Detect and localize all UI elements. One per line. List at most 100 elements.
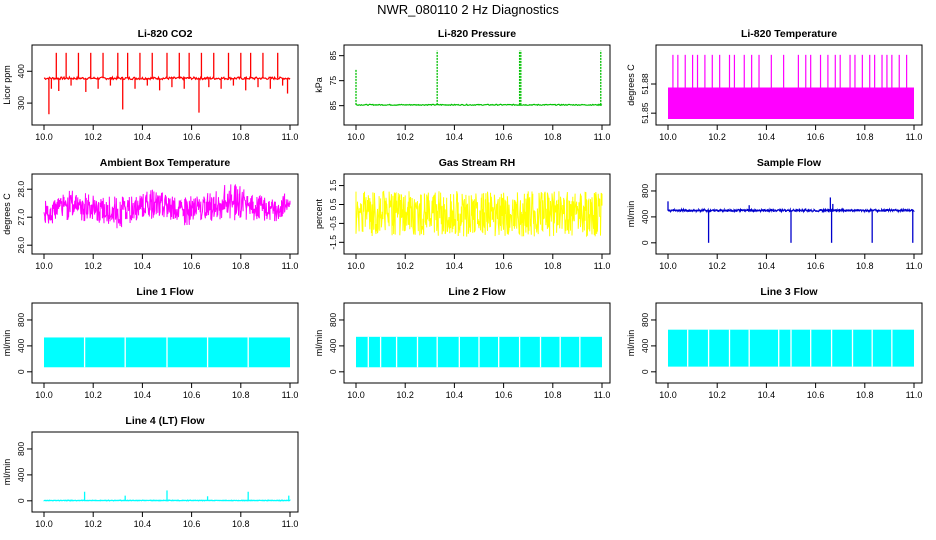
chart-panel: Line 3 Flow ml/min 10.0 10.2 10.4 10.6 10.8 11.… xyxy=(626,286,923,400)
y-tick-label: 400 xyxy=(16,468,26,482)
plot-frame xyxy=(31,431,299,513)
chart-panel: Sample Flow ml/min 10.0 10.2 10.4 10.6 10.8 11.… xyxy=(626,157,923,271)
x-tick-label: 11.0 xyxy=(282,261,299,271)
y-tick-label: 28.0 xyxy=(16,181,26,198)
y-axis-label: ml/min xyxy=(2,459,12,486)
chart-title: Li-820 Temperature xyxy=(741,28,837,40)
plot-frame xyxy=(31,44,299,126)
x-tick-label: 10.2 xyxy=(396,132,414,142)
x-tick-label: 10.8 xyxy=(232,390,250,400)
x-tick-label: 10.2 xyxy=(84,261,102,271)
x-tick-label: 10.0 xyxy=(347,132,365,142)
x-tick-label: 10.2 xyxy=(396,390,414,400)
y-axis-label: percent xyxy=(314,198,324,229)
y-axis-label: degrees C xyxy=(2,193,12,235)
chart-title: Line 4 (LT) Flow xyxy=(125,415,205,427)
chart-title: Line 2 Flow xyxy=(448,286,506,298)
x-tick-label: 10.6 xyxy=(807,261,825,271)
y-axis-label: ml/min xyxy=(626,201,636,228)
x-tick-label: 10.4 xyxy=(134,261,152,271)
y-tick-label: 51.85 xyxy=(640,102,650,124)
y-axis-label: Licor ppm xyxy=(2,65,12,105)
plot-frame xyxy=(343,44,611,126)
y-axis-label: degrees C xyxy=(626,64,636,106)
x-tick-label: 10.0 xyxy=(35,132,53,142)
plot-frame xyxy=(655,173,923,255)
y-tick-label: 75 xyxy=(328,76,338,86)
data-line xyxy=(355,103,603,107)
x-tick-label: 10.4 xyxy=(758,132,776,142)
y-tick-label: 400 xyxy=(640,339,650,353)
y-tick-label: 85 xyxy=(328,51,338,61)
x-tick-label: 10.6 xyxy=(495,261,513,271)
x-tick-label: 10.0 xyxy=(659,261,677,271)
x-tick-label: 11.0 xyxy=(594,390,611,400)
y-tick-label: 300 xyxy=(16,96,26,110)
x-tick-label: 11.0 xyxy=(594,132,611,142)
chart-panel: Li-820 Pressure kPa 10.0 10.2 10.4 10.6 10.8 11… xyxy=(314,28,611,142)
y-tick-label: 400 xyxy=(16,339,26,353)
x-tick-label: 10.0 xyxy=(659,390,677,400)
x-tick-label: 10.6 xyxy=(495,132,513,142)
chart-panel: Li-820 Temperature degrees C 10.0 10.2 10.4 1… xyxy=(626,28,923,142)
y-tick-label: 0 xyxy=(16,369,26,374)
x-tick-label: 10.8 xyxy=(544,261,562,271)
chart-panel: Ambient Box Temperature degrees C 10.0 10.2… xyxy=(2,157,299,271)
x-tick-label: 10.4 xyxy=(758,261,776,271)
y-tick-label: 0 xyxy=(640,369,650,374)
y-tick-label: 400 xyxy=(328,339,338,353)
y-axis-label: ml/min xyxy=(626,330,636,357)
y-axis-label: kPa xyxy=(314,77,324,93)
y-tick-label: 1.5 xyxy=(328,179,338,191)
x-tick-label: 10.2 xyxy=(708,132,726,142)
plot-frame xyxy=(655,44,923,126)
y-tick-label: 51.88 xyxy=(640,73,650,95)
x-tick-label: 10.0 xyxy=(35,390,53,400)
x-tick-label: 10.2 xyxy=(84,519,102,529)
plot-frame xyxy=(343,302,611,384)
chart-title: Li-820 CO2 xyxy=(138,28,193,40)
chart-panel: Line 4 (LT) Flow ml/min 10.0 10.2 10.4 10.6 10… xyxy=(2,415,299,529)
x-tick-label: 10.6 xyxy=(183,261,201,271)
y-tick-label: 800 xyxy=(16,442,26,456)
y-tick-label: -1.5 xyxy=(328,235,338,250)
y-tick-label: 26.0 xyxy=(16,237,26,254)
plot-frame xyxy=(31,302,299,384)
chart-title: Li-820 Pressure xyxy=(438,28,516,40)
x-tick-label: 10.0 xyxy=(659,132,677,142)
x-tick-label: 10.8 xyxy=(544,390,562,400)
y-tick-label: 800 xyxy=(640,313,650,327)
data-line xyxy=(43,184,291,229)
x-tick-label: 10.6 xyxy=(807,390,825,400)
plot-frame xyxy=(343,173,611,255)
x-tick-label: 10.8 xyxy=(856,261,874,271)
x-tick-label: 10.6 xyxy=(183,132,201,142)
x-tick-label: 10.4 xyxy=(758,390,776,400)
x-tick-label: 11.0 xyxy=(282,132,299,142)
x-tick-label: 10.0 xyxy=(35,261,53,271)
x-tick-label: 10.6 xyxy=(495,390,513,400)
x-tick-label: 10.0 xyxy=(347,390,365,400)
x-tick-label: 10.2 xyxy=(84,390,102,400)
x-tick-label: 10.4 xyxy=(134,390,152,400)
y-axis-label: ml/min xyxy=(314,330,324,357)
y-tick-label: 400 xyxy=(16,64,26,78)
x-tick-label: 10.6 xyxy=(807,132,825,142)
x-tick-label: 11.0 xyxy=(906,132,923,142)
x-tick-label: 10.4 xyxy=(134,519,152,529)
x-tick-label: 10.4 xyxy=(446,390,464,400)
y-tick-label: 400 xyxy=(640,210,650,224)
x-tick-label: 10.2 xyxy=(396,261,414,271)
x-tick-label: 10.0 xyxy=(35,519,53,529)
x-tick-label: 10.0 xyxy=(347,261,365,271)
chart-title: Ambient Box Temperature xyxy=(100,157,231,169)
y-axis-label: ml/min xyxy=(2,330,12,357)
x-tick-label: 10.6 xyxy=(183,519,201,529)
x-tick-label: 10.8 xyxy=(232,261,250,271)
data-line xyxy=(355,190,603,238)
chart-title: Gas Stream RH xyxy=(439,157,515,169)
y-tick-label: -0.5 xyxy=(328,216,338,231)
chart-panel: Gas Stream RH percent 10.0 10.2 10.4 10.6 10.8… xyxy=(314,157,611,271)
x-tick-label: 10.8 xyxy=(232,519,250,529)
